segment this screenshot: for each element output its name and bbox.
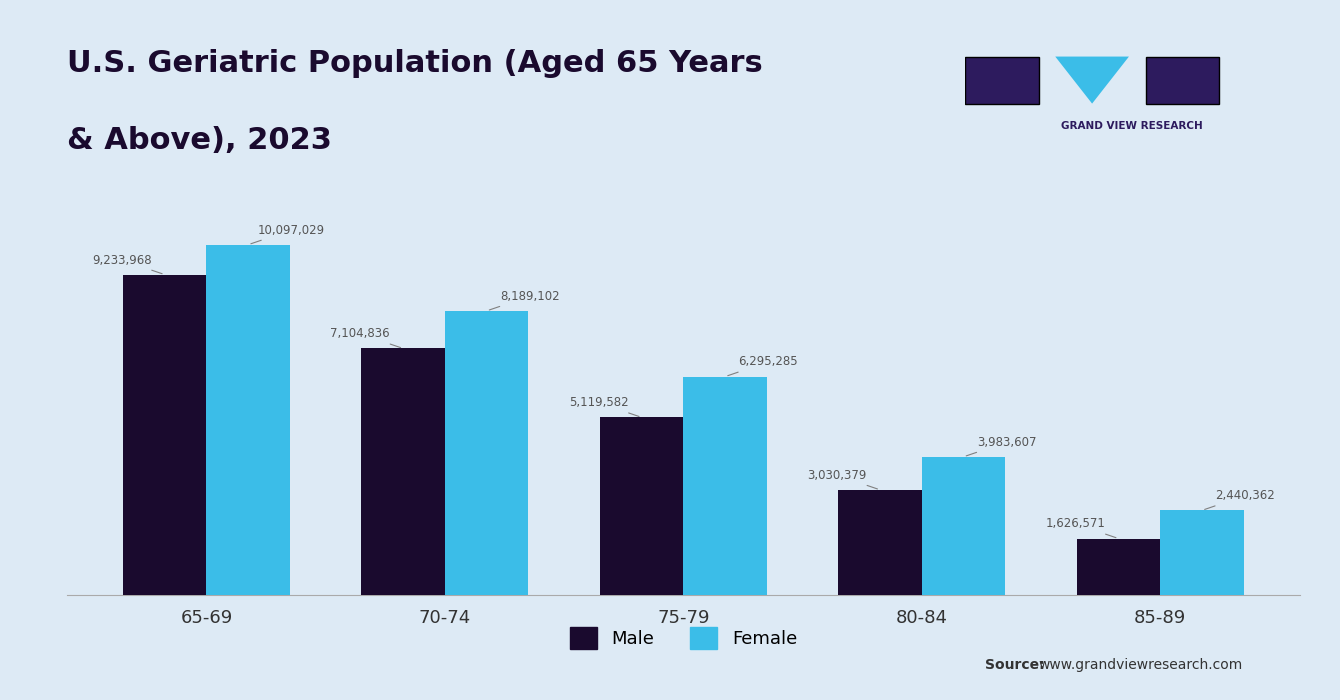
Legend: Male, Female: Male, Female	[560, 617, 807, 658]
Bar	[922, 457, 1005, 595]
Text: 3,983,607: 3,983,607	[966, 435, 1036, 456]
Text: www.grandviewresearch.com: www.grandviewresearch.com	[1038, 658, 1242, 672]
Bar	[123, 274, 206, 595]
FancyBboxPatch shape	[1146, 57, 1219, 104]
Bar	[683, 377, 766, 595]
Text: 2,440,362: 2,440,362	[1205, 489, 1274, 510]
Bar	[206, 245, 289, 595]
Text: 7,104,836: 7,104,836	[331, 328, 401, 348]
Text: 6,295,285: 6,295,285	[728, 356, 797, 376]
Text: 8,189,102: 8,189,102	[489, 290, 559, 310]
Bar	[445, 311, 528, 595]
Text: 10,097,029: 10,097,029	[251, 223, 324, 244]
Polygon shape	[1056, 57, 1128, 104]
Text: U.S. Geriatric Population (Aged 65 Years: U.S. Geriatric Population (Aged 65 Years	[67, 49, 762, 78]
Text: 5,119,582: 5,119,582	[570, 396, 639, 416]
Bar	[1077, 538, 1160, 595]
Text: Source:: Source:	[985, 658, 1049, 672]
Text: 9,233,968: 9,233,968	[92, 253, 162, 274]
Bar	[839, 490, 922, 595]
Bar	[362, 349, 445, 595]
Text: 3,030,379: 3,030,379	[808, 469, 878, 489]
Bar	[1160, 510, 1244, 595]
Text: & Above), 2023: & Above), 2023	[67, 126, 332, 155]
Bar	[600, 417, 683, 595]
Text: 1,626,571: 1,626,571	[1045, 517, 1116, 538]
Text: GRAND VIEW RESEARCH: GRAND VIEW RESEARCH	[1061, 121, 1203, 131]
FancyBboxPatch shape	[965, 57, 1038, 104]
